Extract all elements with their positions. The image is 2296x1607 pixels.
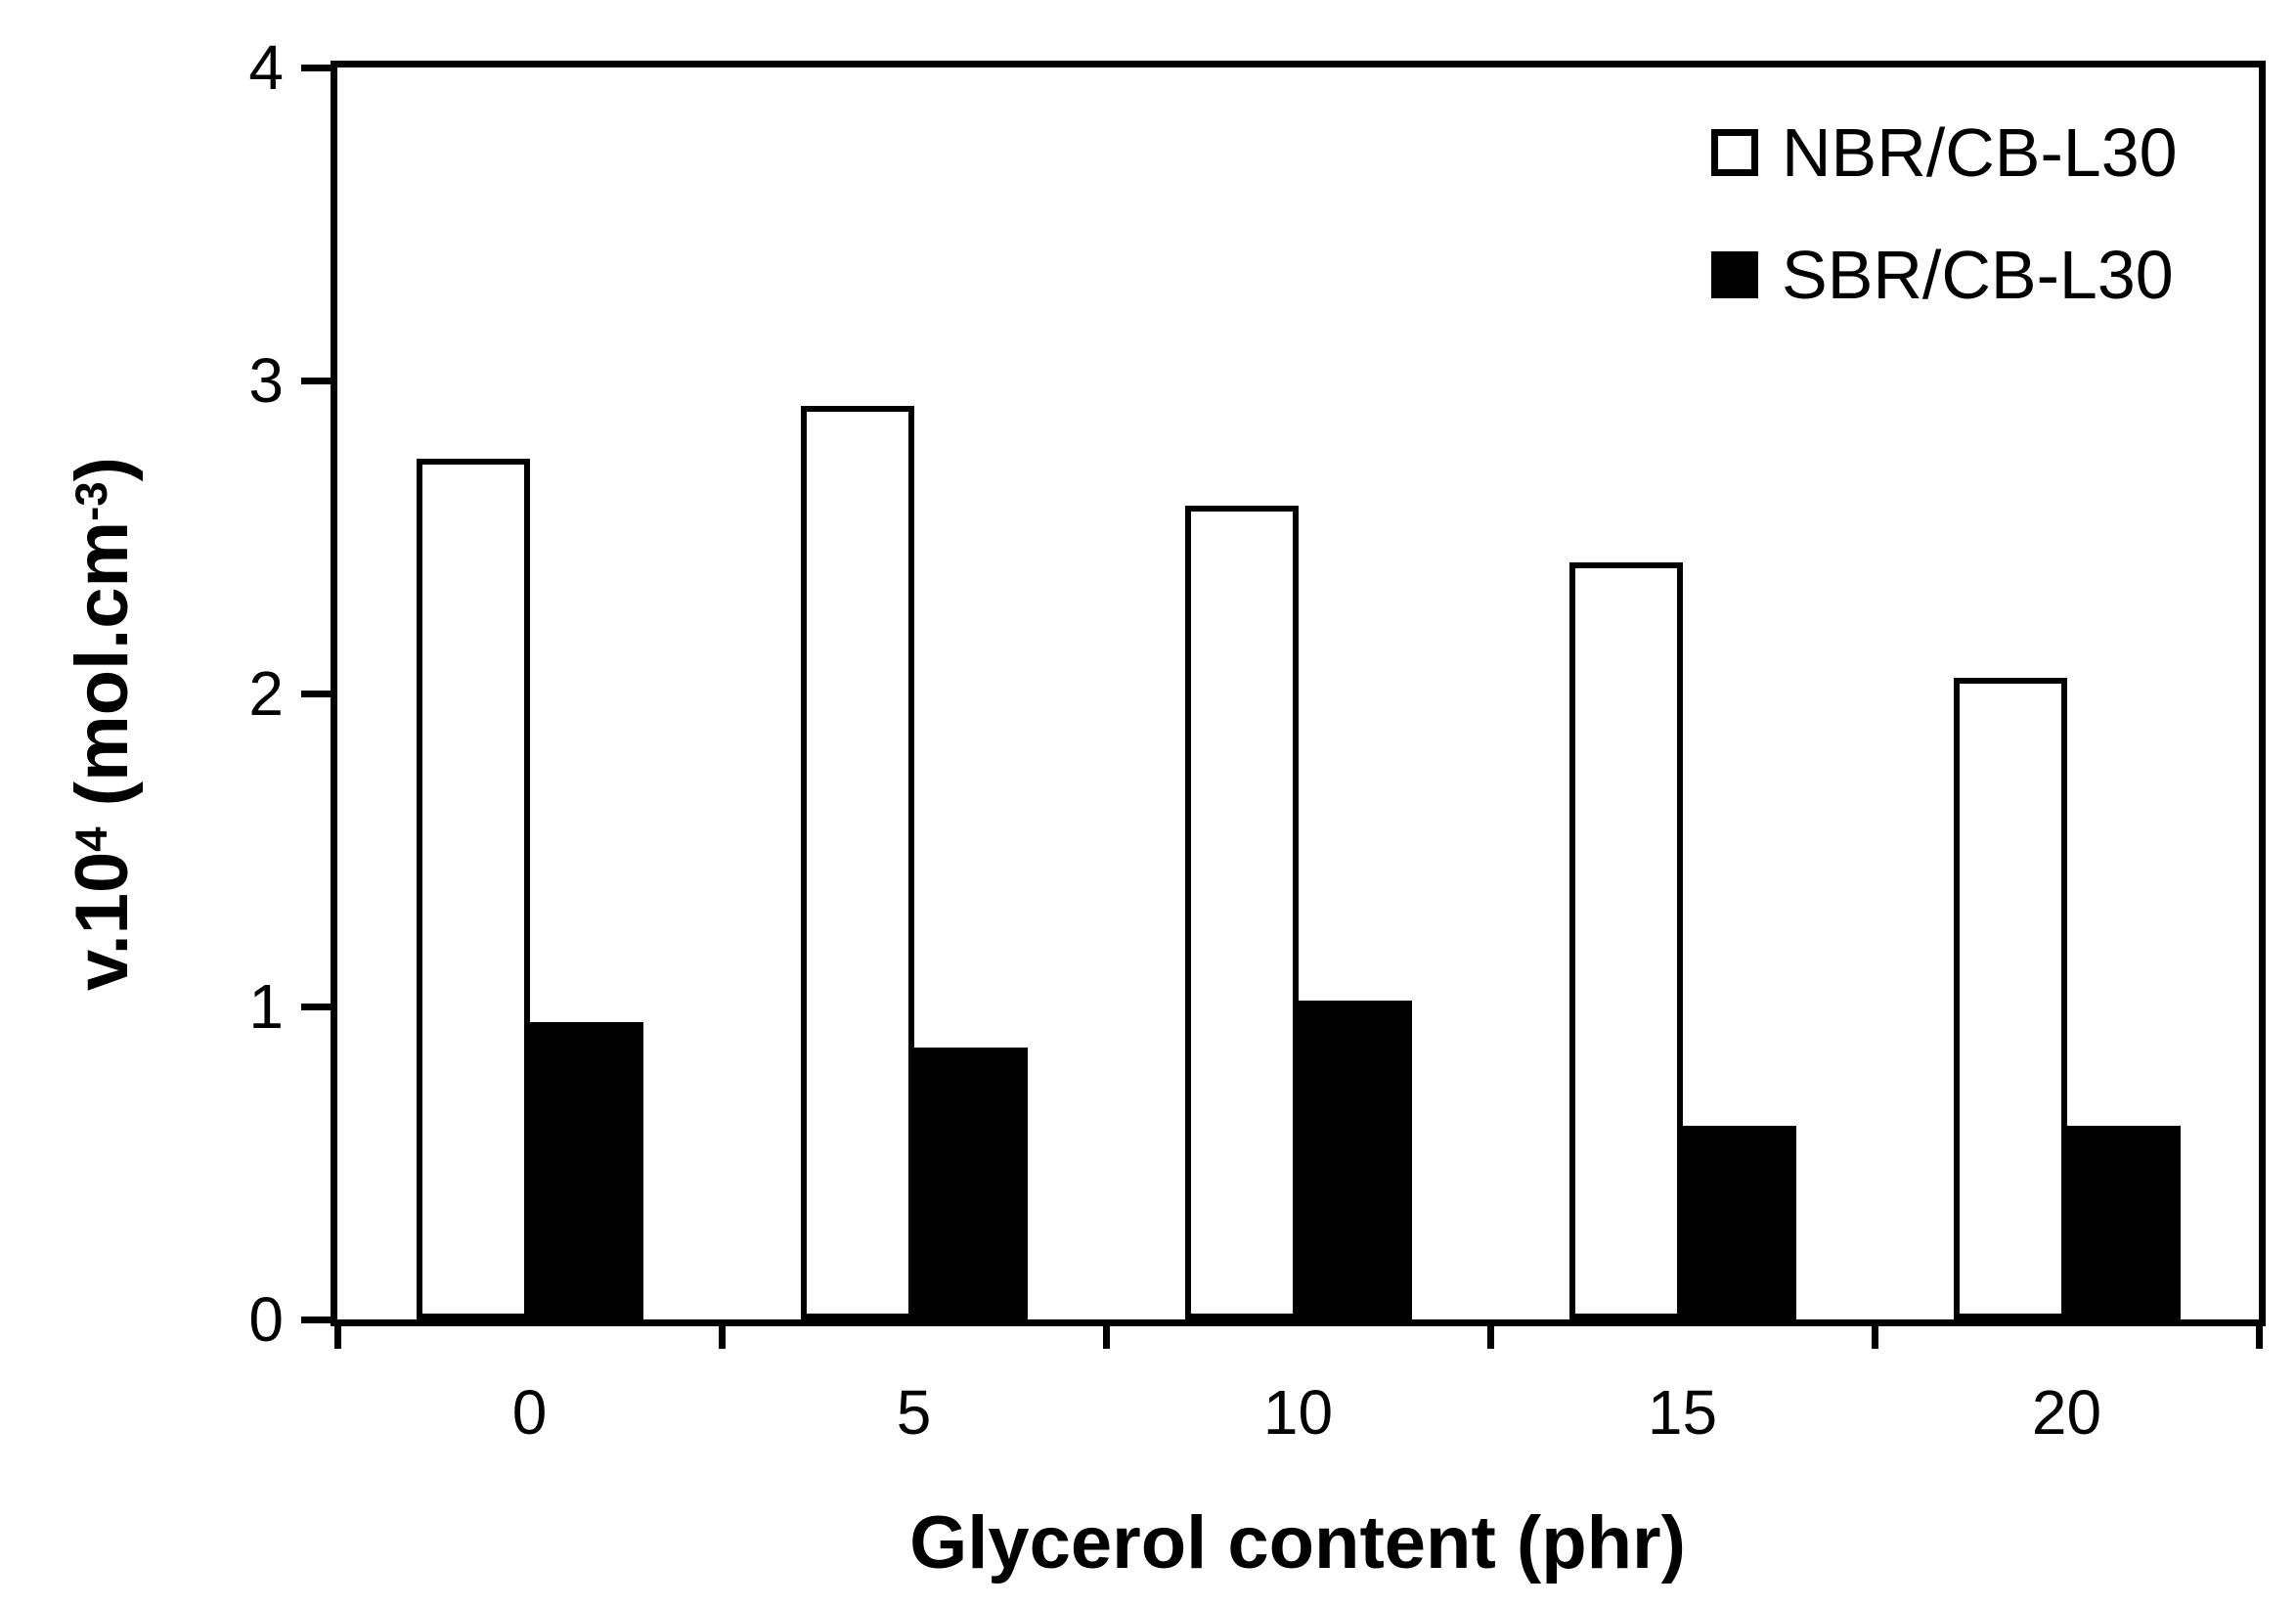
y-axis-title-superscript-unit: -3: [66, 481, 117, 521]
axis-tick: [301, 690, 337, 697]
x-tick-label-2: 10: [1262, 1377, 1334, 1448]
x-axis-title: Glycerol content (phr): [909, 1501, 1686, 1585]
y-axis-title-superscript-exponent: 4: [66, 826, 117, 852]
y-axis-title: v.104 (mol.cm-3): [61, 137, 145, 1311]
bar-sbr-cb-l30-cat-5: [913, 1048, 1029, 1319]
x-tick-label-0: 0: [511, 1377, 548, 1448]
legend-label-sbr: SBR/CB-L30: [1782, 237, 2174, 313]
bar-sbr-cb-l30-cat-0: [529, 1022, 644, 1319]
y-axis-title-prefix: v.10: [61, 851, 144, 991]
x-tick-label-1: 5: [896, 1377, 932, 1448]
legend-item-nbr: NBR/CB-L30: [1711, 114, 2178, 191]
legend-label-nbr: NBR/CB-L30: [1782, 114, 2178, 191]
y-tick-label-4: 4: [248, 32, 284, 103]
y-tick-label-0: 0: [248, 1284, 284, 1355]
plot-area: [331, 61, 2266, 1326]
y-tick-label-2: 2: [248, 658, 284, 729]
legend: NBR/CB-L30 SBR/CB-L30: [1711, 114, 2178, 374]
axis-tick: [718, 1319, 726, 1349]
legend-swatch-sbr: [1711, 251, 1758, 298]
x-tick-label-4: 20: [2031, 1377, 2102, 1448]
bar-sbr-cb-l30-cat-15: [1682, 1126, 1797, 1319]
axis-tick: [301, 1003, 337, 1010]
bar-nbr-cb-l30-cat-10: [1184, 506, 1299, 1319]
bar-nbr-cb-l30-cat-15: [1568, 562, 1683, 1319]
axis-tick: [301, 377, 337, 384]
y-tick-label-3: 3: [248, 345, 284, 416]
y-axis-title-mid: (mol.cm: [61, 520, 144, 827]
bar-nbr-cb-l30-cat-20: [1953, 678, 2067, 1319]
axis-tick: [1102, 1319, 1110, 1349]
axis-tick: [1486, 1319, 1494, 1349]
bar-nbr-cb-l30-cat-5: [800, 406, 914, 1319]
axis-tick: [2255, 1319, 2263, 1349]
legend-swatch-nbr: [1711, 129, 1758, 176]
bar-sbr-cb-l30-cat-20: [2066, 1126, 2182, 1319]
x-tick-label-3: 15: [1647, 1377, 1718, 1448]
axis-tick: [301, 1316, 337, 1323]
legend-item-sbr: SBR/CB-L30: [1711, 237, 2178, 313]
y-axis-title-suffix: ): [61, 457, 144, 482]
axis-tick: [1871, 1319, 1878, 1349]
axis-tick: [301, 64, 337, 71]
y-tick-label-1: 1: [248, 971, 284, 1042]
bar-sbr-cb-l30-cat-10: [1298, 1001, 1413, 1319]
bar-nbr-cb-l30-cat-0: [416, 459, 530, 1319]
axis-tick: [333, 1319, 341, 1349]
